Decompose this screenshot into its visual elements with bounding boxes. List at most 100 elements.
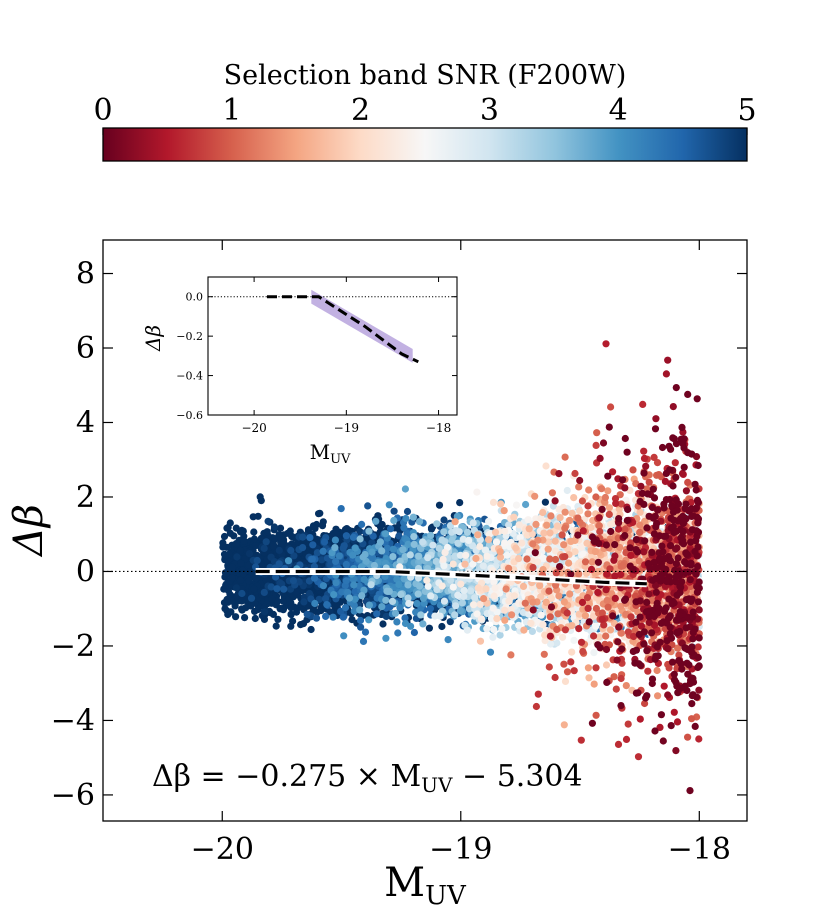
scatter-point	[287, 546, 295, 555]
scatter-point	[237, 559, 245, 567]
scatter-point	[330, 591, 338, 599]
scatter-point	[276, 524, 285, 532]
scatter-point	[263, 528, 271, 536]
colorbar-tick-label: 0	[93, 93, 112, 128]
scatter-point	[250, 585, 258, 593]
scatter-point	[311, 599, 319, 608]
scatter-point	[335, 552, 343, 560]
scatter-point	[379, 620, 387, 628]
scatter-point	[260, 544, 268, 553]
scatter-point	[382, 634, 390, 642]
scatter-point	[287, 622, 295, 630]
scatter-point	[389, 545, 397, 553]
scatter-point	[223, 595, 231, 604]
scatter-point	[232, 524, 240, 532]
scatter-point	[247, 602, 255, 610]
scatter-point	[318, 522, 327, 530]
scatter-point	[228, 563, 236, 571]
scatter-point	[299, 544, 307, 552]
scatter-point	[306, 534, 314, 542]
scatter-point	[320, 538, 329, 546]
scatter-point	[435, 501, 444, 509]
scatter-point	[381, 530, 390, 538]
scatter-point	[356, 616, 365, 625]
scatter-point	[390, 507, 398, 515]
scatter-point	[238, 597, 246, 605]
scatter-point	[321, 595, 330, 603]
scatter-point	[274, 615, 282, 624]
scatter-point	[232, 540, 240, 548]
scatter-point	[365, 616, 373, 624]
scatter-point	[322, 612, 330, 621]
scatter-point	[356, 606, 364, 614]
scatter-point	[253, 556, 261, 565]
scatter-point	[372, 517, 380, 525]
scatter-point	[331, 536, 339, 544]
scatter-point	[260, 588, 268, 597]
scatter-point	[332, 579, 340, 587]
scatter-point	[427, 525, 436, 533]
scatter-point	[425, 624, 433, 632]
scatter-point	[241, 614, 249, 622]
scatter-point	[273, 585, 281, 593]
colorbar-label: Selection band SNR (F200W)	[224, 60, 627, 91]
scatter-point	[261, 608, 269, 616]
scatter-point	[312, 614, 321, 622]
scatter-point	[350, 581, 358, 589]
colorbar-bar	[102, 127, 748, 162]
colorbar-tick-label: 3	[480, 93, 499, 128]
scatter-point	[280, 585, 288, 593]
scatter-point	[345, 594, 354, 602]
scatter-point	[220, 532, 229, 541]
scatter-point	[522, 500, 530, 509]
scatter-point	[378, 603, 386, 611]
scatter-point	[252, 542, 260, 550]
scatter-point	[262, 538, 270, 546]
scatter-point	[394, 629, 402, 637]
scatter-point	[308, 555, 316, 563]
scatter-point	[342, 532, 350, 540]
scatter-point	[225, 550, 233, 558]
scatter-point	[373, 610, 381, 618]
colorbar-tick-label: 2	[351, 93, 370, 128]
scatter-point	[254, 512, 262, 520]
scatter-point	[349, 551, 357, 559]
scatter-point	[219, 543, 227, 551]
scatter-point	[307, 625, 315, 634]
scatter-point	[271, 535, 279, 543]
scatter-point	[303, 610, 311, 618]
scatter-point	[541, 498, 550, 506]
scatter-point	[284, 557, 293, 565]
scatter-point	[252, 574, 260, 582]
scatter-point	[413, 599, 421, 608]
scatter-point	[340, 542, 348, 550]
scatter-point	[238, 605, 246, 613]
scatter-point	[340, 632, 348, 640]
scatter-point	[319, 582, 327, 590]
scatter-point	[245, 577, 253, 585]
scatter-point	[226, 519, 234, 527]
scatter-point	[342, 577, 350, 585]
scatter-point	[360, 575, 368, 584]
scatter-point	[444, 636, 452, 644]
scatter-point	[289, 577, 297, 585]
scatter-point	[426, 605, 434, 613]
scatter-point	[270, 523, 278, 531]
scatter-point	[223, 524, 231, 532]
scatter-point	[264, 517, 272, 525]
scatter-point	[390, 516, 398, 525]
scatter-point	[236, 576, 245, 584]
scatter-point	[268, 595, 276, 603]
scatter-point	[401, 485, 409, 493]
scatter-point	[359, 637, 368, 646]
scatter-point	[273, 597, 282, 605]
scatter-point	[250, 535, 258, 543]
scatter-point	[299, 533, 307, 541]
scatter-point	[275, 546, 283, 555]
scatter-point	[250, 528, 258, 536]
scatter-point	[245, 550, 254, 558]
scatter-point	[228, 574, 236, 582]
scatter-point	[351, 544, 359, 552]
